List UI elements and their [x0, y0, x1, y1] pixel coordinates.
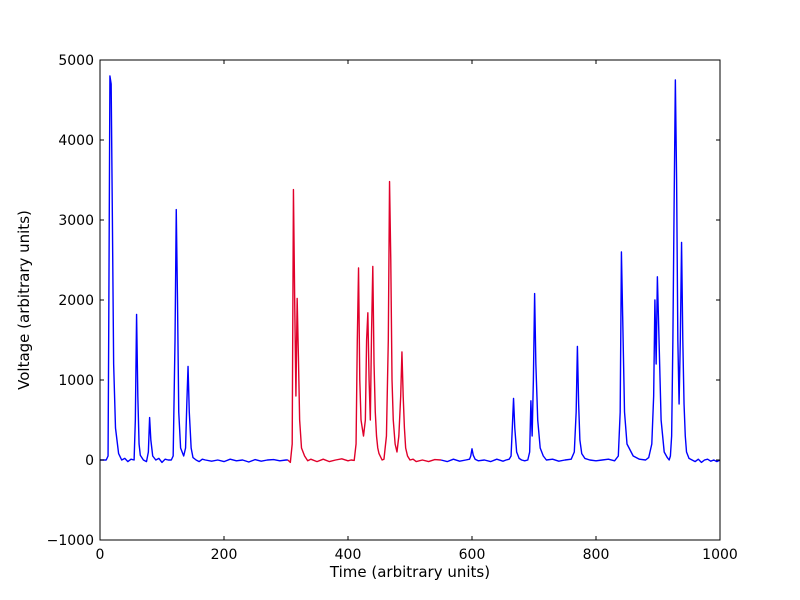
x-tick-label: 800 [583, 547, 610, 563]
y-tick-label: 4000 [58, 133, 94, 149]
ticks-layer: 0 200 400 600 800 1000−1000010002000300040005… [47, 53, 738, 563]
y-tick-label: 2000 [58, 293, 94, 309]
x-axis-label: Time (arbitrary units) [329, 563, 490, 581]
series-line-1 [100, 75, 288, 464]
y-tick-label: 3000 [58, 213, 94, 229]
x-tick-label: 1000 [702, 547, 738, 563]
x-tick-label: 0 [96, 547, 105, 563]
series-line-3 [440, 79, 721, 464]
series-layer [100, 75, 721, 464]
y-tick-label: 1000 [58, 373, 94, 389]
x-tick-label: 400 [335, 547, 362, 563]
y-axis-label: Voltage (arbitrary units) [15, 210, 33, 390]
x-tick-label: 200 [211, 547, 238, 563]
x-tick-label: 600 [459, 547, 486, 563]
y-tick-label: −1000 [47, 533, 94, 549]
series-line-2 [287, 180, 442, 464]
y-tick-label: 5000 [58, 53, 94, 69]
plot-area: 0 200 400 600 800 1000−1000010002000300040005… [47, 53, 738, 563]
y-tick-label: 0 [85, 453, 94, 469]
